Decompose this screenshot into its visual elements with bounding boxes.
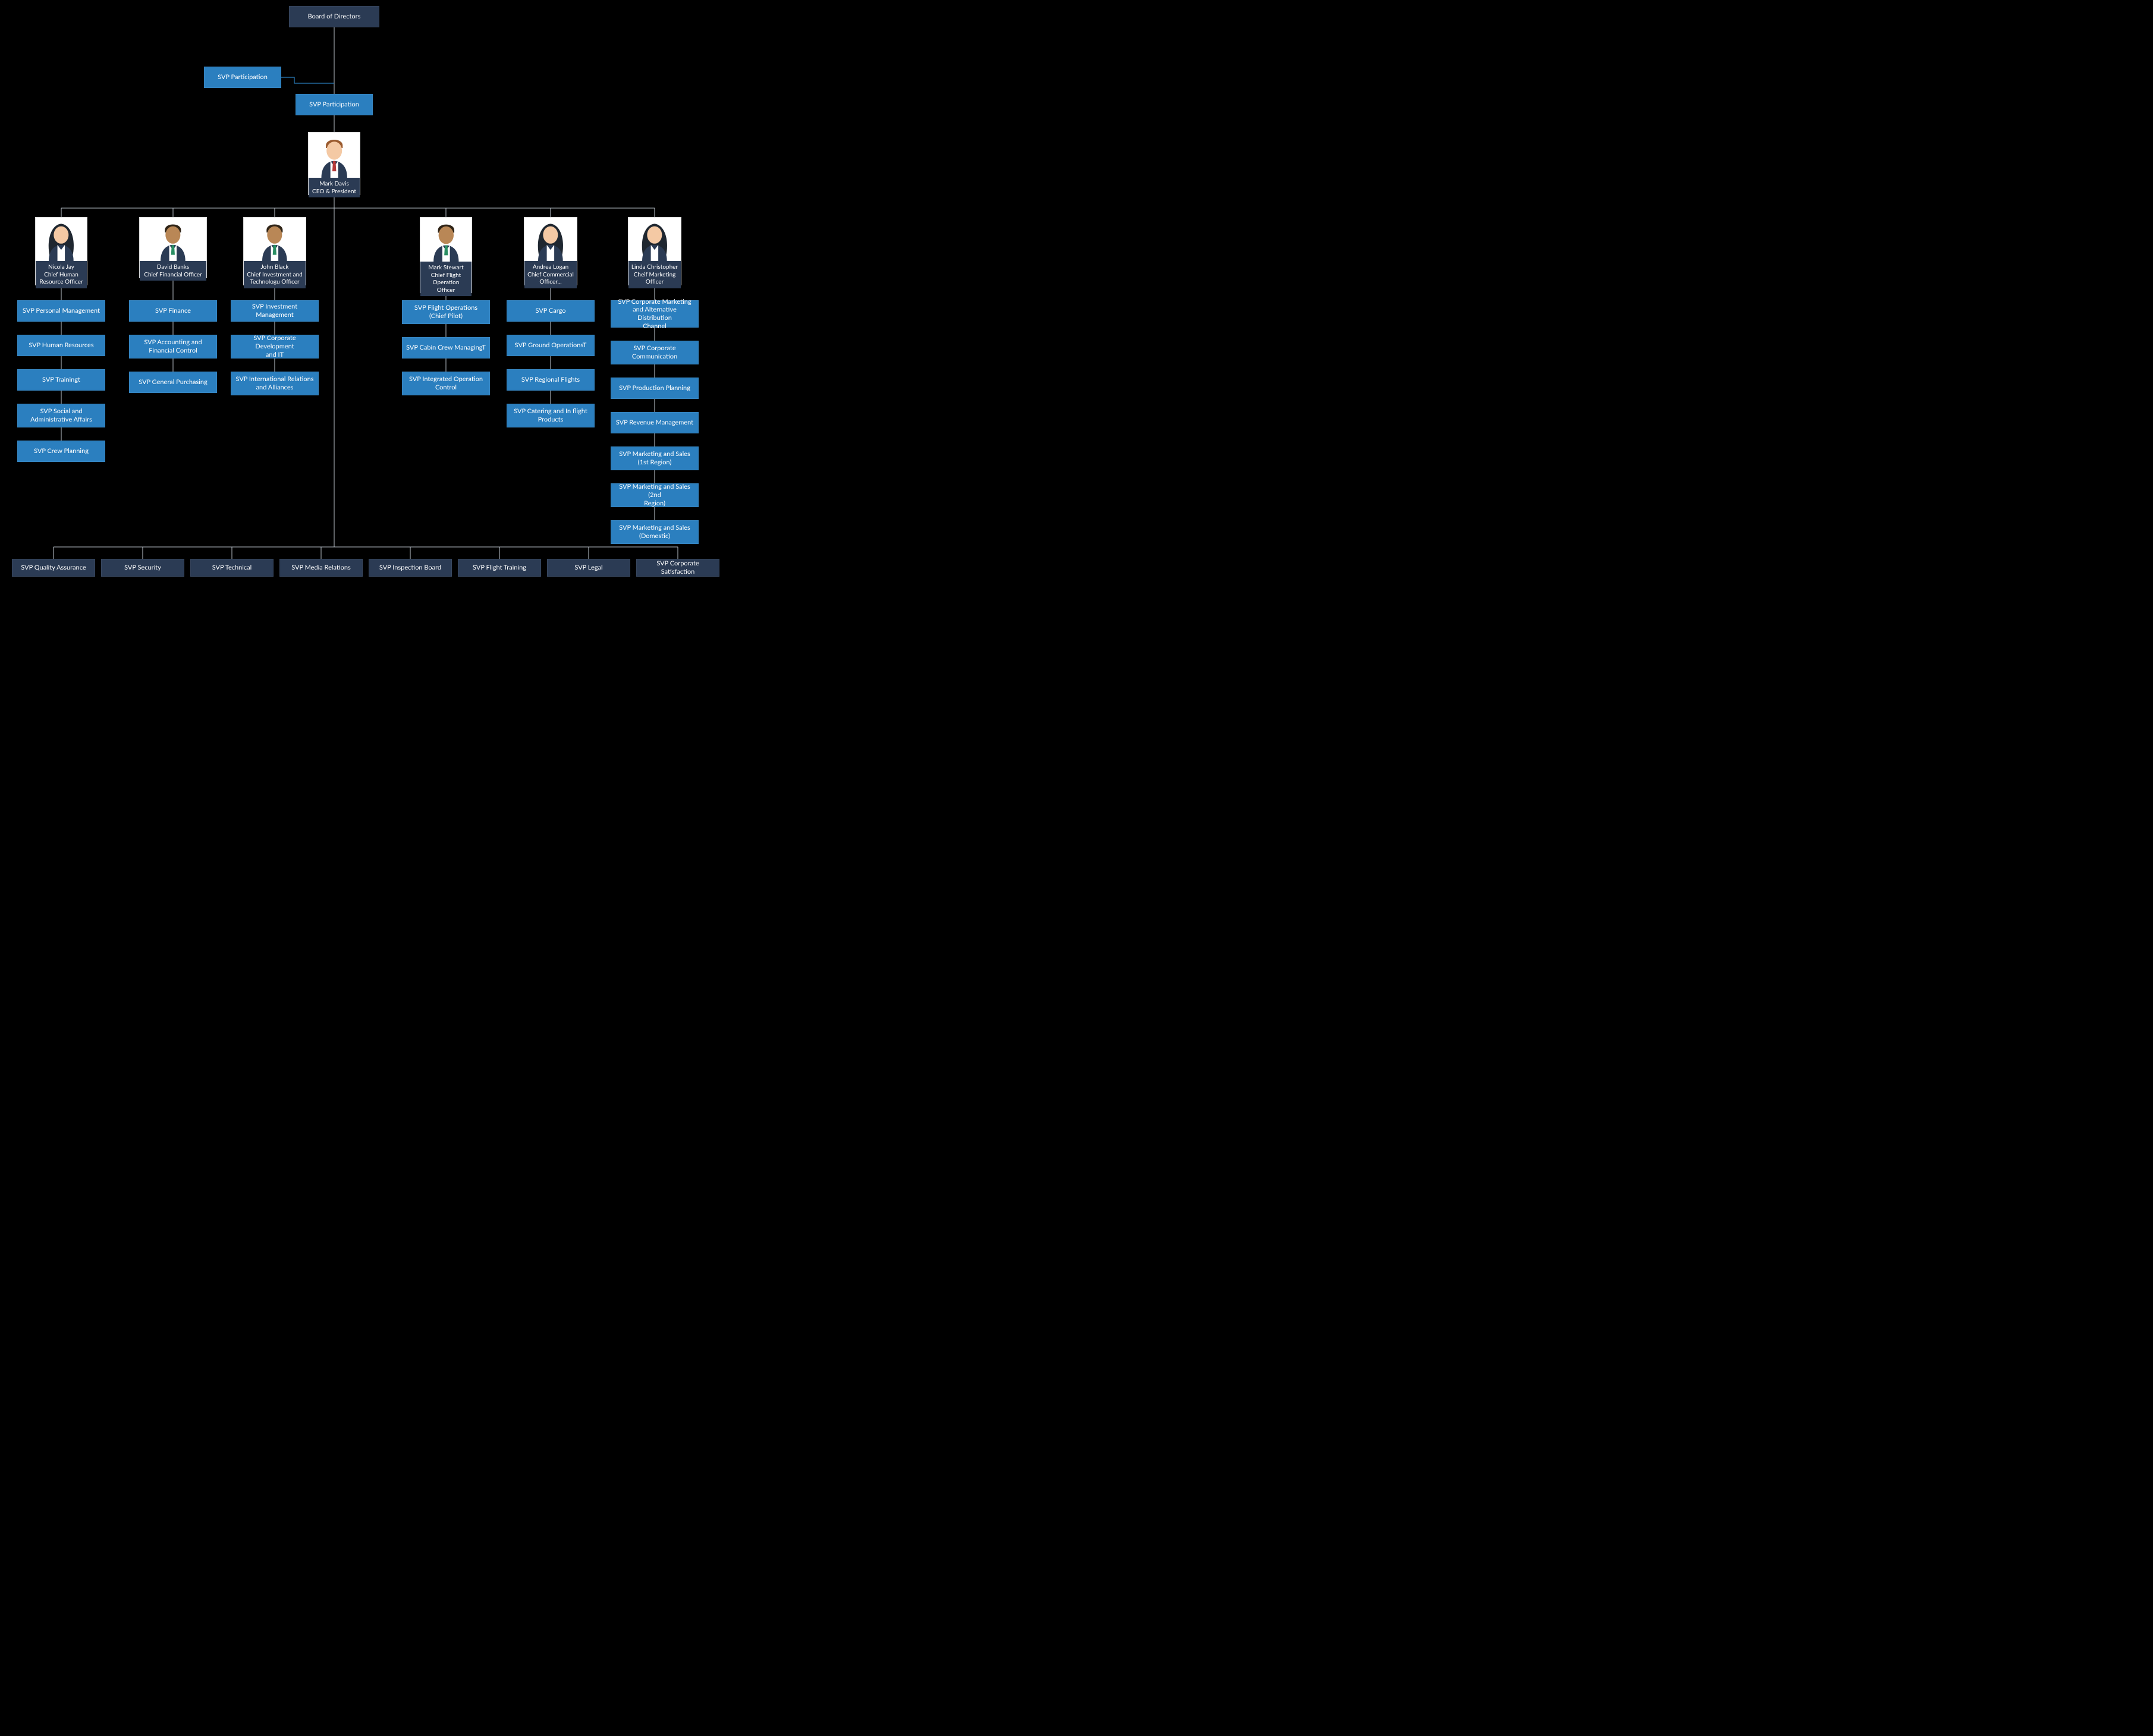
cmo-item-5: SVP Marketing and Sales (2ndRegion) bbox=[611, 483, 699, 507]
cco-item-1: SVP Ground OperationsT bbox=[507, 335, 595, 356]
cmo-card: Linda ChristopherCheif MarketingOfficer bbox=[628, 217, 681, 285]
cito-item-0: SVP Investment Management bbox=[231, 300, 319, 322]
cco-card-avatar bbox=[524, 218, 577, 261]
cfoo-item-0: SVP Flight Operations(Chief Pilot) bbox=[402, 300, 490, 324]
ceo-card: Mark DavisCEO & President bbox=[308, 132, 360, 195]
bottom-svp-4: SVP Inspection Board bbox=[369, 559, 452, 577]
cco-item-0: SVP Cargo bbox=[507, 300, 595, 322]
org-chart-stage: Board of Directors SVP Participation SVP P… bbox=[0, 0, 723, 583]
bottom-svp-1: SVP Security bbox=[101, 559, 184, 577]
cfo-item-0: SVP Finance bbox=[129, 300, 217, 322]
cmo-item-1: SVP CorporateCommunication bbox=[611, 341, 699, 364]
cco-card-caption: Andrea LoganChief CommercialOfficer... bbox=[524, 261, 577, 288]
chro-card: Nicola JayChief HumanResource Officer bbox=[35, 217, 87, 285]
cito-card-avatar bbox=[244, 218, 306, 261]
chro-card-avatar bbox=[36, 218, 87, 261]
cmo-card-avatar bbox=[628, 218, 681, 261]
cmo-item-6: SVP Marketing and Sales(Domestic) bbox=[611, 520, 699, 544]
cito-item-1: SVP Corporate Developmentand IT bbox=[231, 335, 319, 358]
bottom-svp-5: SVP Flight Training bbox=[458, 559, 541, 577]
cmo-item-0: SVP Corporate Marketingand Alternative D… bbox=[611, 300, 699, 328]
cco-card: Andrea LoganChief CommercialOfficer... bbox=[524, 217, 577, 285]
cfoo-card-avatar bbox=[420, 218, 472, 262]
cco-item-2: SVP Regional Flights bbox=[507, 369, 595, 391]
cmo-item-4: SVP Marketing and Sales(1st Region) bbox=[611, 446, 699, 470]
cfoo-card-caption: Mark StewartChief FlightOperationOfficer bbox=[420, 262, 472, 296]
hr-item-0: SVP Personal Management bbox=[17, 300, 105, 322]
cito-card: John BlackChief Investment andTechnologu… bbox=[243, 217, 306, 285]
cito-card-caption: John BlackChief Investment andTechnologu… bbox=[244, 261, 306, 288]
bottom-svp-6: SVP Legal bbox=[547, 559, 630, 577]
bottom-svp-7: SVP Corporate Satisfaction bbox=[636, 559, 719, 577]
cfo-card-caption: David BanksChief Financial Officer bbox=[140, 261, 206, 281]
ceo-card-caption: Mark DavisCEO & President bbox=[309, 178, 360, 197]
cfo-card: David BanksChief Financial Officer bbox=[139, 217, 207, 278]
cfo-item-2: SVP General Purchasing bbox=[129, 372, 217, 393]
board-of-directors: Board of Directors bbox=[289, 6, 379, 27]
cfoo-item-2: SVP Integrated OperationControl bbox=[402, 372, 490, 395]
hr-item-4: SVP Crew Planning bbox=[17, 441, 105, 462]
cmo-card-caption: Linda ChristopherCheif MarketingOfficer bbox=[628, 261, 681, 288]
cco-item-3: SVP Catering and In flightProducts bbox=[507, 404, 595, 427]
bottom-svp-2: SVP Technical bbox=[190, 559, 274, 577]
hr-item-1: SVP Human Resources bbox=[17, 335, 105, 356]
chro-card-caption: Nicola JayChief HumanResource Officer bbox=[36, 261, 87, 288]
cmo-item-3: SVP Revenue Management bbox=[611, 412, 699, 433]
hr-item-3: SVP Social andAdministrative Affairs bbox=[17, 404, 105, 427]
cito-item-2: SVP International Relationsand Alliances bbox=[231, 372, 319, 395]
hr-item-2: SVP Trainingt bbox=[17, 369, 105, 391]
bottom-svp-0: SVP Quality Assurance bbox=[12, 559, 95, 577]
svp-participation: SVP Participation bbox=[296, 94, 373, 115]
cfo-item-1: SVP Accounting andFinancial Control bbox=[129, 335, 217, 358]
cfo-card-avatar bbox=[140, 218, 206, 261]
cfoo-card: Mark StewartChief FlightOperationOfficer bbox=[420, 217, 472, 293]
svp-participation-side: SVP Participation bbox=[204, 67, 281, 88]
cmo-item-2: SVP Production Planning bbox=[611, 378, 699, 399]
ceo-card-avatar bbox=[309, 133, 360, 178]
bottom-svp-3: SVP Media Relations bbox=[279, 559, 363, 577]
cfoo-item-1: SVP Cabin Crew ManagingT bbox=[402, 337, 490, 358]
